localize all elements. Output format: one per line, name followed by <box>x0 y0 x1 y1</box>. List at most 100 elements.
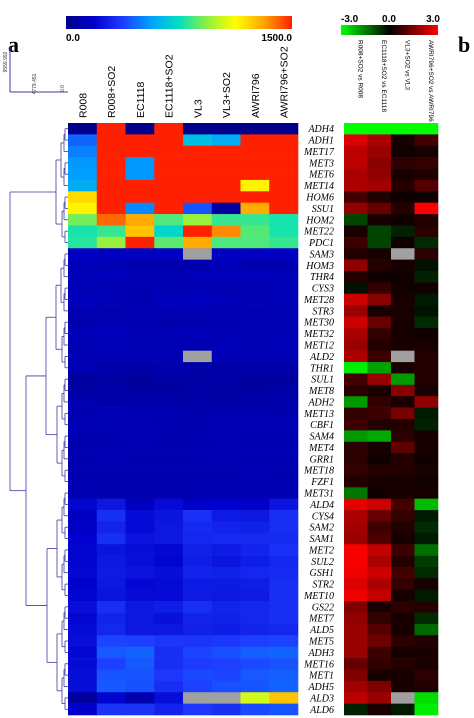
heatmap-a-cell <box>96 498 126 511</box>
heatmap-b-cell <box>367 271 392 283</box>
heatmap-a-cell <box>240 555 270 568</box>
heatmap-a-cell <box>183 134 213 147</box>
heatmap-a-cell <box>240 179 270 192</box>
heatmap-b-cell <box>414 168 439 181</box>
heatmap-b-cell <box>414 589 439 602</box>
heatmap-b-cell <box>367 225 392 238</box>
heatmap-a-cell <box>240 339 270 351</box>
heatmap-a-cell <box>183 521 213 534</box>
heatmap-a-cell <box>154 236 184 249</box>
heatmap-a-cell <box>211 419 241 431</box>
heatmap-a-cell <box>183 350 213 363</box>
gene-label: ADH1 <box>307 136 334 147</box>
heatmap-a-cell <box>68 134 98 147</box>
heatmap-a-cell <box>68 544 98 556</box>
heatmap-a-cell <box>68 464 98 477</box>
heatmap-a-cell <box>183 487 213 499</box>
heatmap-a-cell <box>183 293 213 306</box>
heatmap-a-cell <box>183 612 213 625</box>
heatmap-a-cell <box>211 703 241 716</box>
heatmap-a-cell <box>154 430 184 443</box>
heatmap-a-cell <box>183 168 213 181</box>
heatmap-a-cell <box>183 202 213 215</box>
heatmap-a-cell <box>125 339 155 351</box>
heatmap-a-cell <box>154 202 184 215</box>
heatmap-a-cell <box>211 168 241 181</box>
heatmap-a-cell <box>211 544 241 556</box>
heatmap-a-cell <box>68 498 98 511</box>
gene-label: MET18 <box>303 466 334 477</box>
heatmap-a-cell <box>154 612 184 625</box>
gene-label: MET7 <box>308 614 335 625</box>
heatmap-a-cell <box>240 589 270 602</box>
gene-label: CBF1 <box>310 420 334 431</box>
heatmap-a-cell <box>240 362 270 374</box>
heatmap-a-cell <box>211 123 241 135</box>
heatmap-b-cell <box>414 521 439 534</box>
heatmap-a-cell <box>183 191 213 203</box>
heatmap-a-cell <box>125 521 155 534</box>
heatmap-a-cell <box>269 202 299 215</box>
heatmap-b-cell <box>344 316 368 329</box>
heatmap-a-cell <box>211 179 241 192</box>
heatmap-a-cell <box>68 521 98 534</box>
heatmap-a-cell <box>68 259 98 272</box>
heatmap-a-cell <box>211 271 241 283</box>
heatmap-b-cell <box>391 635 415 647</box>
heatmap-a-cell <box>211 578 241 591</box>
heatmap-a-cell <box>125 259 155 272</box>
heatmap-a-cell <box>240 123 270 135</box>
heatmap-b-cell <box>367 134 392 147</box>
heatmap-b-cell <box>367 567 392 579</box>
column-label-a: VL3+SO2 <box>221 72 233 118</box>
gene-labels: ADH4ADH1MET17MET3MET6MET14HOM6SSU1HOM2ME… <box>303 124 335 716</box>
heatmap-b-cell <box>367 373 392 386</box>
heatmap-b-cell <box>414 236 439 249</box>
heatmap-b-cell <box>414 464 439 477</box>
heatmap-b-cell <box>414 407 439 420</box>
heatmap-b-cell <box>367 669 392 682</box>
heatmap-a-cell <box>96 202 126 215</box>
heatmap-a-cell <box>211 441 241 454</box>
heatmap-a-cell <box>240 214 270 226</box>
heatmap-b-cell <box>344 179 368 192</box>
heatmap-a-cell <box>96 271 126 283</box>
heatmap-b-cell <box>367 282 392 295</box>
heatmap-b-cell <box>367 555 392 568</box>
heatmap-a-cell <box>269 157 299 169</box>
heatmap-a-cell <box>211 134 241 147</box>
heatmap-b-cell <box>344 134 368 147</box>
gene-label: MET10 <box>303 591 334 602</box>
heatmap-a-cell <box>240 316 270 329</box>
heatmap-a-cell <box>211 623 241 636</box>
heatmap-b <box>344 123 439 716</box>
heatmap-a-cell <box>68 191 98 203</box>
heatmap-b-cell <box>344 123 368 135</box>
color-scale-a <box>66 16 292 29</box>
heatmap-a-cell <box>125 271 155 283</box>
heatmap-b-cell <box>367 179 392 192</box>
heatmap-a-cell <box>269 419 299 431</box>
heatmap-b-cell <box>391 612 415 625</box>
heatmap-b-cell <box>344 453 368 465</box>
heatmap-a-cell <box>183 623 213 636</box>
heatmap-a-cell <box>125 384 155 397</box>
heatmap-a-cell <box>154 157 184 169</box>
heatmap-b-cell <box>367 544 392 556</box>
heatmap-a-cell <box>96 487 126 499</box>
heatmap-a-cell <box>154 305 184 317</box>
heatmap-a-cell <box>183 327 213 340</box>
gene-label: ADH2 <box>307 397 334 408</box>
heatmap-a-cell <box>68 396 98 408</box>
heatmap-b-cell <box>367 293 392 306</box>
heatmap-a-cell <box>154 384 184 397</box>
heatmap-a-cell <box>68 316 98 329</box>
heatmap-a-cell <box>96 589 126 602</box>
heatmap-a-cell <box>154 134 184 147</box>
heatmap-b-cell <box>391 646 415 659</box>
heatmap-a-cell <box>154 646 184 659</box>
heatmap-b-cell <box>344 703 368 716</box>
heatmap-b-cell <box>344 282 368 295</box>
column-label-b: AWRI796+SO2 vs AWRI796 <box>427 40 434 122</box>
heatmap-a-cell <box>183 384 213 397</box>
